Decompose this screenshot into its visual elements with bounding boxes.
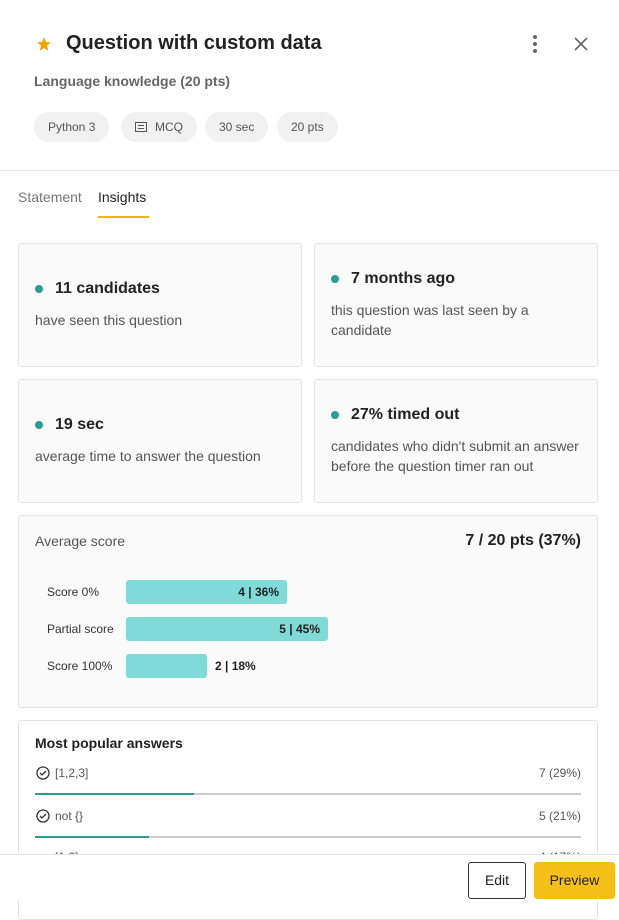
answer-value: 7 (29%): [538, 766, 581, 780]
insight-title: 11 candidates: [55, 280, 160, 297]
insight-text: this question was last seen by a candida…: [331, 302, 529, 338]
chip: MCQ: [121, 112, 197, 142]
progress: [35, 836, 149, 838]
edit-button[interactable]: Edit: [468, 862, 526, 899]
answer: [1,2,3]: [55, 766, 89, 780]
divider: [0, 170, 619, 171]
tab[interactable]: Statement: [18, 189, 82, 205]
insight-title: 19 sec: [55, 416, 104, 433]
dot: [35, 421, 43, 429]
score-value: 7 / 20 pts (37%): [465, 532, 581, 549]
bar-label: 4 | 36%: [238, 585, 279, 599]
answer-value: 5 (21%): [538, 809, 581, 823]
score-bar: [126, 580, 287, 604]
track: [35, 793, 581, 795]
insight-title: 7 months ago: [351, 270, 456, 287]
subtitle: Language knowledge (20 pts): [34, 73, 231, 89]
tab-active[interactable]: Insights: [98, 189, 147, 205]
insight-text: average time to answer the question: [35, 448, 261, 464]
score-card: [18, 515, 598, 708]
tab-underline: [98, 216, 149, 218]
check-icon: [36, 809, 50, 823]
chip: Python 3: [34, 112, 110, 142]
score-label: Average score: [35, 533, 126, 549]
star-icon[interactable]: [36, 36, 52, 52]
title: Question with custom data: [66, 32, 322, 54]
row-label: Score 0%: [47, 585, 100, 599]
track: [35, 836, 581, 838]
insight-card: [18, 379, 302, 503]
insight-text: candidates who didn't submit an answer b…: [331, 438, 579, 474]
insight-text: have seen this question: [35, 312, 183, 328]
answers-title: Most popular answers: [35, 735, 183, 751]
score-bar: [126, 617, 328, 641]
dot: [35, 285, 43, 293]
dot: [331, 411, 339, 419]
bar-label: 2 | 18%: [215, 659, 256, 673]
insight-card: [18, 243, 302, 367]
row-label: Score 100%: [47, 659, 113, 673]
dot: [331, 275, 339, 283]
check-icon: [36, 766, 50, 780]
footer: [0, 854, 619, 902]
preview-button[interactable]: Preview: [534, 862, 615, 899]
chip: 30 sec: [205, 112, 269, 142]
chip: 20 pts: [277, 112, 338, 142]
menu-icon[interactable]: [530, 34, 540, 54]
answer: not {}: [55, 809, 84, 823]
progress: [35, 793, 194, 795]
row-label: Partial score: [47, 622, 114, 636]
insight-title: 27% timed out: [351, 406, 460, 423]
insight-card: [314, 379, 598, 503]
close-icon[interactable]: [573, 36, 589, 52]
mcq-icon: [135, 122, 147, 132]
score-bar: [126, 654, 207, 678]
insight-card: [314, 243, 598, 367]
bar-label: 5 | 45%: [279, 622, 320, 636]
